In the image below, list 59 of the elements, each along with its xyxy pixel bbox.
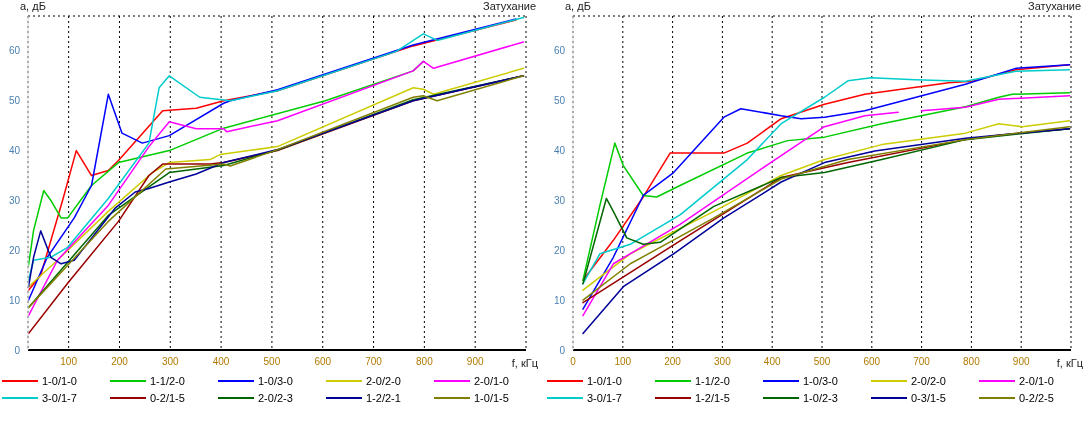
y-tick-label: 0 bbox=[559, 344, 566, 356]
legend-label: 1-1/2-0 bbox=[695, 374, 730, 387]
x-tick-label: 300 bbox=[161, 356, 180, 368]
y-tick-label: 30 bbox=[8, 195, 21, 206]
x-tick-label: 300 bbox=[714, 356, 732, 368]
legend-label: 1-2/2-1 bbox=[366, 391, 401, 404]
legend-label: 2-0/1-0 bbox=[1019, 374, 1054, 387]
y-tick-label: 50 bbox=[8, 95, 21, 107]
legend-label: 1-0/1-5 bbox=[474, 391, 509, 404]
y-tick-label: 20 bbox=[553, 244, 566, 256]
y-tick-label: 60 bbox=[8, 45, 21, 57]
chart-title: Затухание bbox=[1027, 0, 1081, 12]
x-tick-label: 400 bbox=[763, 356, 781, 368]
y-axis-title: a, дБ bbox=[565, 0, 591, 12]
legend-label: 0-3/1-5 bbox=[911, 391, 946, 404]
x-axis-title: f, кГц bbox=[511, 357, 538, 369]
legend-label: 2-0/2-0 bbox=[911, 374, 946, 387]
x-tick-label: 500 bbox=[813, 356, 831, 368]
y-tick-label: 40 bbox=[8, 145, 21, 157]
x-tick-label: 700 bbox=[913, 356, 931, 368]
x-tick-label: 400 bbox=[212, 356, 230, 368]
x-tick-label: 800 bbox=[963, 356, 981, 368]
legend-label: 1-1/2-0 bbox=[150, 374, 185, 387]
y-tick-label: 30 bbox=[553, 195, 566, 206]
legend-label: 3-0/1-7 bbox=[587, 391, 622, 404]
legend-label: 2-0/2-3 bbox=[258, 391, 293, 404]
y-axis-title: a, дБ bbox=[20, 0, 46, 12]
y-tick-label: 60 bbox=[553, 45, 566, 57]
legend-label: 2-0/2-0 bbox=[366, 374, 401, 387]
y-tick-label: 20 bbox=[8, 244, 21, 256]
legend-label: 1-0/1-0 bbox=[587, 374, 622, 387]
x-tick-label: 700 bbox=[365, 356, 383, 368]
x-tick-label: 900 bbox=[1012, 356, 1030, 368]
legend-label: 1-2/1-5 bbox=[695, 391, 730, 404]
x-tick-label: 900 bbox=[466, 356, 484, 368]
legend-label: 2-0/1-0 bbox=[474, 374, 509, 387]
x-tick-label: 100 bbox=[60, 356, 78, 368]
x-tick-label: 600 bbox=[863, 356, 881, 368]
x-tick-label: 100 bbox=[614, 356, 632, 368]
y-tick-label: 10 bbox=[8, 294, 21, 306]
x-tick-label: 200 bbox=[664, 356, 682, 368]
x-tick-label: 800 bbox=[416, 356, 434, 368]
legend-label: 1-0/3-0 bbox=[258, 374, 293, 387]
x-tick-label: 500 bbox=[263, 356, 281, 368]
x-axis-title: f, кГц bbox=[1056, 357, 1083, 369]
x-tick-label: 200 bbox=[111, 356, 129, 368]
legend-label: 3-0/1-7 bbox=[42, 391, 77, 404]
legend-label: 1-0/2-3 bbox=[803, 391, 838, 404]
y-tick-label: 40 bbox=[553, 145, 566, 157]
legend-label: 0-2/2-5 bbox=[1019, 391, 1054, 404]
legend-label: 1-0/3-0 bbox=[803, 374, 838, 387]
x-tick-label: 600 bbox=[314, 356, 332, 368]
legend-label: 0-2/1-5 bbox=[150, 391, 185, 404]
y-tick-label: 10 bbox=[553, 294, 566, 306]
x-tick-label: 0 bbox=[570, 356, 577, 368]
y-tick-label: 0 bbox=[14, 344, 21, 356]
y-tick-label: 50 bbox=[553, 95, 566, 107]
chart-title: Затухание bbox=[482, 0, 536, 12]
legend-label: 1-0/1-0 bbox=[42, 374, 77, 387]
